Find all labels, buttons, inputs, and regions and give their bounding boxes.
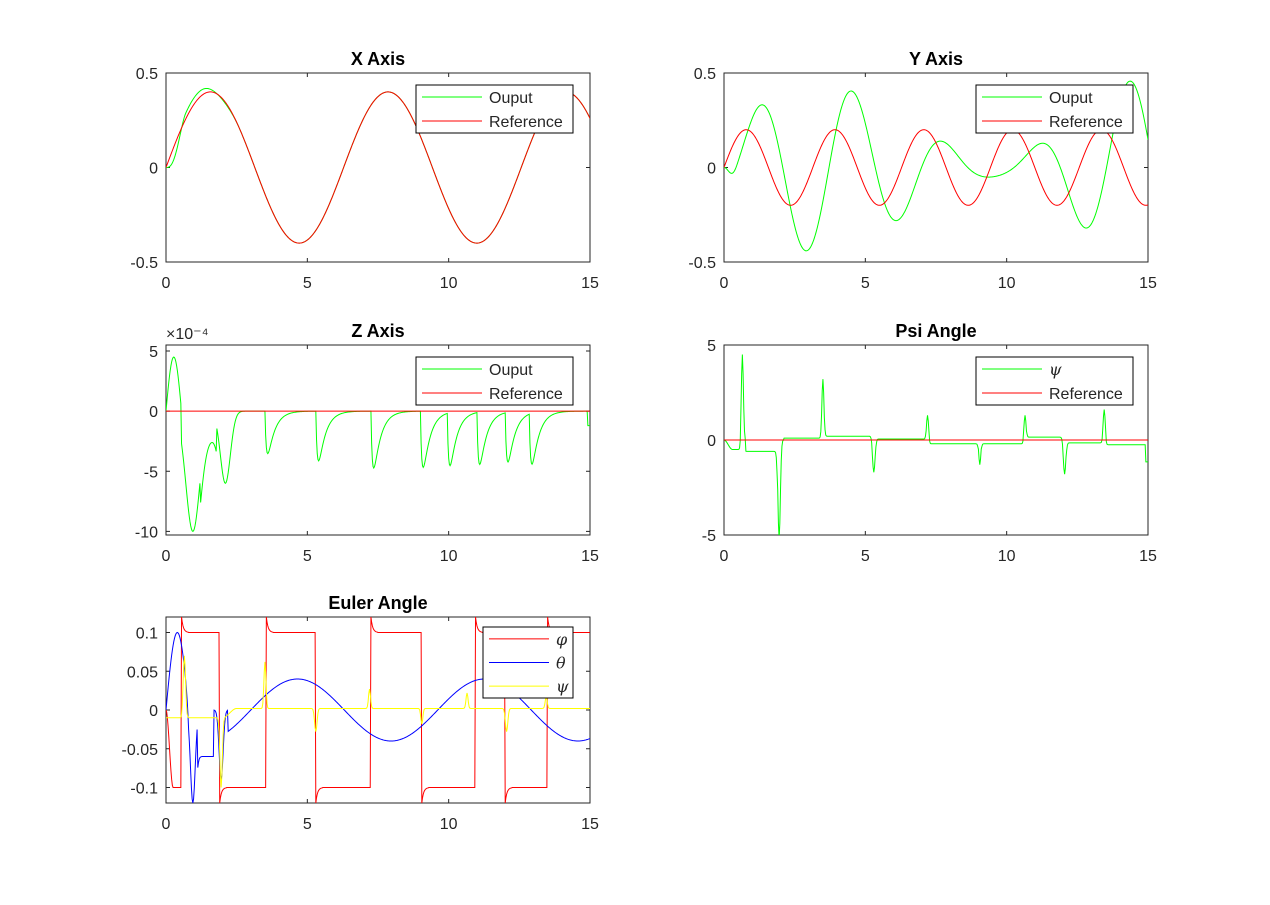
y-tick-label: 0 [149,703,158,720]
y-tick-label: 5 [149,344,158,361]
subplot-z-axis: 0 5 10 15 -10 -5 0 5 ×10⁻⁴ Z Axis Ouput Reference [135,321,599,565]
chart-title: Psi Angle [895,321,976,341]
y-tick-label: -0.1 [130,781,158,798]
x-tick-label: 5 [303,816,312,833]
x-tick-label: 10 [998,548,1016,565]
x-tick-label: 15 [581,816,599,833]
x-tick-label: 10 [440,275,458,292]
y-tick-label: 0 [707,433,716,450]
x-tick-label: 15 [1139,548,1157,565]
legend-label: Ouput [489,362,533,379]
x-tick-label: 0 [720,275,729,292]
series-line-x-ref [166,91,590,244]
y-tick-label: 0.5 [136,66,158,83]
y-tick-label: 0.5 [694,66,716,83]
y-tick-label: -0.5 [130,255,158,272]
legend-label: Reference [489,386,563,403]
subplot-euler-angle: 0 5 10 15 -0.1 -0.05 0 0.05 0.1 Euler Angle φθψ [122,593,599,833]
chart-title: X Axis [351,49,405,69]
y-tick-label: -10 [135,524,158,541]
legend: Ouput Reference [415,356,574,406]
x-tick-label: 15 [581,548,599,565]
y-exponent-label: ×10⁻⁴ [166,326,209,343]
y-tick-label: -5 [702,528,716,545]
y-tick-label: 0 [149,404,158,421]
x-tick-label: 15 [1139,275,1157,292]
y-tick-label: 5 [707,338,716,355]
legend-label: φ [556,630,568,649]
legend-label: ψ [556,677,569,696]
x-tick-label: 0 [720,548,729,565]
legend-label: Ouput [489,90,533,107]
legend-label: Reference [489,114,563,131]
legend-label: Ouput [1049,90,1093,107]
legend: φθψ [482,626,574,699]
legend-box [415,84,574,134]
legend: Ouput Reference [415,84,574,134]
x-tick-label: 0 [162,816,171,833]
legend-label: Reference [1049,114,1123,131]
x-tick-label: 5 [861,548,870,565]
series-line-y-ref [724,129,1148,206]
legend-box [975,84,1134,134]
series-line-z-out [166,356,590,533]
series-line-psi-out [724,354,1148,535]
series-line-psi-small [166,655,590,788]
y-tick-label: -0.05 [122,742,159,759]
x-tick-label: 5 [861,275,870,292]
legend-label: Reference [1049,386,1123,403]
legend: ψ Reference [975,356,1134,406]
y-tick-label: 0.1 [136,626,158,643]
series-line-phi [166,617,590,803]
chart-title: Y Axis [909,49,963,69]
x-tick-label: 10 [440,816,458,833]
chart-title: Z Axis [351,321,404,341]
x-tick-label: 5 [303,548,312,565]
y-tick-label: -0.5 [688,255,716,272]
legend-box [415,356,574,406]
y-tick-label: 0.05 [127,664,158,681]
x-tick-label: 10 [998,275,1016,292]
x-tick-label: 15 [581,275,599,292]
legend-label: θ [556,654,566,673]
legend-box [975,356,1134,406]
y-tick-label: -5 [144,464,158,481]
y-tick-label: 0 [707,161,716,178]
legend-label: ψ [1049,360,1062,379]
x-tick-label: 0 [162,275,171,292]
x-tick-label: 0 [162,548,171,565]
chart-title: Euler Angle [328,593,427,613]
x-tick-label: 10 [440,548,458,565]
y-tick-label: 0 [149,161,158,178]
legend: Ouput Reference [975,84,1134,134]
x-tick-label: 5 [303,275,312,292]
